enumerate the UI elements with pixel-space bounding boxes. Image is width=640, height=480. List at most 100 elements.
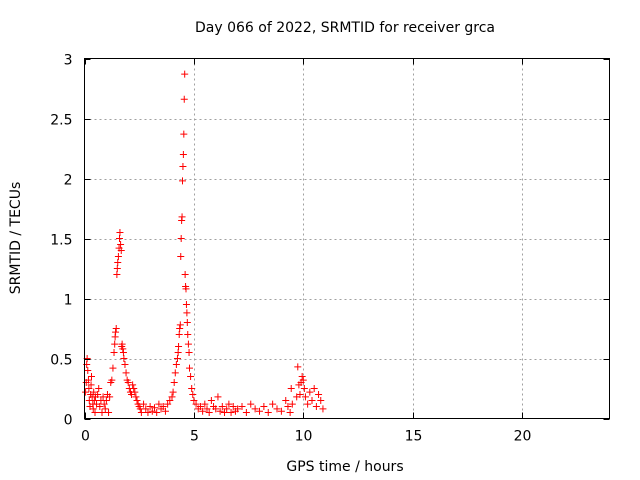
- data-point: [196, 403, 204, 410]
- data-point: [214, 393, 222, 401]
- x-tick-label: 10: [295, 429, 313, 445]
- y-axis-label: SRMTID / TECUs: [8, 182, 24, 295]
- data-point: [286, 409, 294, 416]
- data-point: [112, 328, 120, 336]
- data-point: [175, 343, 183, 350]
- data-point: [188, 385, 196, 392]
- plot-frame: [84, 58, 610, 419]
- data-point: [142, 405, 150, 413]
- data-point: [180, 95, 188, 103]
- data-point: [179, 177, 186, 185]
- data-point: [310, 385, 318, 392]
- data-point: [294, 363, 302, 371]
- data-point: [133, 397, 141, 404]
- data-point: [205, 409, 213, 416]
- y-tick-label: 0: [64, 413, 73, 429]
- data-point: [114, 253, 122, 260]
- data-point: [90, 397, 98, 404]
- data-point: [183, 319, 191, 326]
- data-point: [273, 405, 281, 413]
- data-point: [319, 405, 327, 413]
- data-point: [146, 403, 154, 410]
- data-point: [118, 340, 126, 348]
- data-point: [153, 409, 161, 416]
- data-point: [242, 409, 250, 416]
- data-point: [175, 331, 183, 338]
- data-point: [164, 400, 172, 408]
- y-tick-label: 1.5: [50, 233, 72, 249]
- data-point: [119, 349, 127, 356]
- data-point: [116, 229, 124, 236]
- data-point: [102, 397, 110, 404]
- data-point: [151, 404, 158, 412]
- data-point: [284, 403, 292, 410]
- y-tick-label: 2: [64, 173, 73, 189]
- y-tick-label: 0.5: [50, 353, 72, 369]
- data-point: [144, 409, 152, 416]
- data-point: [300, 385, 308, 392]
- x-tick-label: 20: [514, 429, 532, 445]
- data-point: [176, 321, 184, 329]
- data-point: [105, 409, 113, 416]
- data-point: [110, 349, 118, 356]
- data-point: [117, 247, 125, 254]
- data-point: [112, 325, 120, 332]
- data-point: [301, 393, 309, 401]
- data-point: [218, 403, 226, 410]
- data-point: [221, 409, 228, 416]
- data-point: [199, 407, 207, 415]
- x-tick-label: 5: [190, 429, 199, 445]
- data-point: [296, 391, 304, 398]
- data-point: [299, 376, 307, 384]
- data-point: [203, 405, 211, 413]
- grid-layer: [84, 58, 610, 419]
- data-point: [84, 376, 92, 384]
- data-point: [119, 345, 127, 353]
- data-point: [114, 259, 122, 266]
- data-point: [212, 405, 220, 413]
- y-tick-label: 1: [64, 293, 73, 309]
- data-point: [129, 381, 137, 389]
- data-point: [184, 340, 192, 348]
- data-point: [287, 385, 295, 392]
- data-point: [182, 301, 190, 308]
- data-point: [90, 388, 98, 396]
- data-point: [84, 367, 92, 374]
- data-point: [177, 253, 185, 260]
- data-point: [234, 405, 242, 413]
- data-point: [95, 385, 103, 392]
- data-point: [183, 309, 191, 317]
- data-point: [88, 373, 95, 380]
- data-point: [179, 151, 187, 158]
- data-point: [315, 391, 323, 398]
- data-point: [182, 285, 190, 293]
- data-point: [168, 393, 176, 401]
- data-point: [225, 400, 233, 408]
- data-point: [91, 409, 99, 416]
- data-point: [82, 388, 90, 396]
- data-point: [108, 376, 116, 384]
- data-point: [180, 130, 188, 138]
- data-point: [256, 407, 263, 415]
- data-point: [269, 400, 277, 408]
- data-point: [176, 325, 184, 332]
- data-point: [117, 241, 125, 248]
- data-point: [306, 388, 314, 396]
- data-point: [317, 397, 325, 404]
- data-point: [130, 385, 138, 392]
- data-point: [189, 391, 197, 398]
- data-point: [187, 373, 195, 380]
- data-point: [121, 361, 129, 368]
- data-point: [264, 409, 272, 416]
- ticks-layer: 0 5 10 15 20 0 0.5 1 1.5 2 2.5 3: [50, 53, 610, 445]
- data-point: [87, 381, 95, 389]
- data-point: [132, 393, 140, 401]
- data-point: [185, 349, 193, 356]
- data-point: [100, 400, 108, 408]
- data-point: [113, 271, 121, 278]
- data-points: [82, 70, 327, 416]
- data-point: [111, 340, 119, 348]
- data-point: [192, 400, 200, 408]
- data-point: [172, 361, 180, 368]
